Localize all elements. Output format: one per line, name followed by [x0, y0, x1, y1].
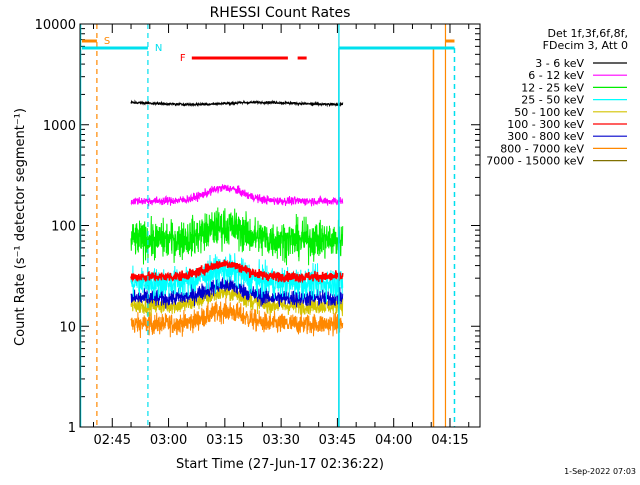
legend-label: 300 - 800 keV [507, 130, 584, 143]
series-line-0 [130, 99, 344, 108]
y-tick-label: 10000 [35, 18, 76, 33]
legend-title-line-2: FDecim 3, Att 0 [543, 39, 628, 52]
x-axis-label: Start Time (27-Jun-17 02:36:22) [176, 457, 384, 472]
x-tick-label: 03:45 [319, 433, 356, 448]
y-tick-label: 1000 [43, 119, 76, 134]
legend-label: 100 - 300 keV [507, 118, 584, 131]
x-tick-label: 03:00 [150, 433, 187, 448]
legend-label: 6 - 12 keV [528, 69, 584, 82]
x-tick-label: 03:30 [262, 433, 299, 448]
legend-label: 50 - 100 keV [514, 106, 584, 119]
y-tick-label: 1 [68, 421, 76, 436]
series-line-7 [130, 297, 344, 339]
legend-label: 800 - 7000 keV [500, 142, 584, 155]
state-marker-label: N [155, 43, 162, 54]
series-line-2 [130, 207, 344, 266]
legend-label: 3 - 6 keV [535, 57, 584, 70]
x-tick-label: 04:00 [375, 433, 412, 448]
series-line-5 [130, 259, 344, 284]
y-axis-label: Count Rate (s⁻¹ detector segment⁻¹) [13, 108, 28, 346]
legend-label: 25 - 50 keV [521, 94, 584, 107]
legend-label: 12 - 25 keV [521, 81, 584, 94]
series-line-1 [130, 184, 344, 207]
state-marker-label: S [104, 36, 110, 47]
y-tick-label: 100 [51, 220, 76, 235]
legend-label: 7000 - 15000 keV [486, 155, 584, 168]
y-tick-label: 10 [59, 320, 76, 335]
legend-title-line-1: Det 1f,3f,6f,8f, [547, 27, 628, 40]
x-tick-label: 04:15 [431, 433, 468, 448]
flare-flag-label: F [180, 53, 186, 64]
chart-title: RHESSI Count Rates [210, 5, 351, 21]
plot-frame [79, 23, 481, 428]
x-tick-label: 02:45 [94, 433, 131, 448]
x-tick-label: 03:15 [206, 433, 243, 448]
footer-timestamp: 1-Sep-2022 07:03 [564, 467, 636, 476]
